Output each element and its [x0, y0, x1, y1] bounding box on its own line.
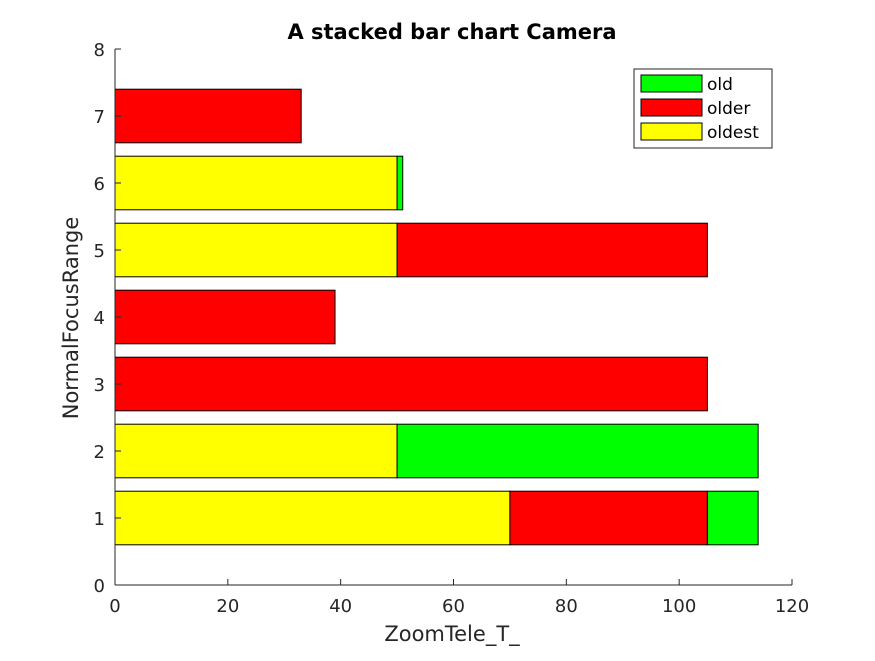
- x-tick-label: 100: [662, 596, 696, 617]
- y-tick-label: 5: [94, 241, 105, 262]
- y-axis-label: NormalFocusRange: [59, 217, 83, 420]
- bar-older-1: [509, 490, 708, 546]
- x-tick-label: 120: [775, 596, 809, 617]
- bar-older-7: [114, 88, 302, 144]
- bar-old-1: [706, 490, 759, 546]
- x-tick-label: 20: [216, 596, 239, 617]
- y-tick-label: 7: [94, 107, 105, 128]
- chart-title: A stacked bar chart Camera: [287, 20, 616, 44]
- y-tick-label: 8: [94, 40, 105, 61]
- legend-swatch-old: [640, 74, 703, 93]
- bar-older-3: [114, 356, 708, 412]
- x-tick-label: 0: [109, 596, 120, 617]
- y-tick-label: 6: [94, 174, 105, 195]
- bars-layer: [114, 88, 759, 546]
- x-tick-label: 60: [442, 596, 465, 617]
- bar-older-4: [114, 289, 336, 345]
- bar-oldest-2: [114, 423, 398, 479]
- y-tick-label: 0: [94, 576, 105, 597]
- bar-oldest-6: [114, 155, 398, 211]
- x-axis-label: ZoomTele_T_: [384, 622, 520, 647]
- legend-label-older: older: [707, 99, 750, 119]
- bar-oldest-1: [114, 490, 511, 546]
- legend: old older oldest: [633, 68, 773, 149]
- bar-old-6: [396, 155, 404, 211]
- legend-swatch-older: [640, 98, 703, 117]
- bar-old-2: [396, 423, 759, 479]
- axes-layer: 0 20 40 60 80 100 120 0 1 2 3 4 5 6 7 8: [94, 40, 810, 617]
- y-tick-label: 3: [94, 375, 105, 396]
- x-tick-label: 80: [555, 596, 578, 617]
- legend-swatch-oldest: [640, 122, 703, 141]
- y-tick-label: 4: [94, 308, 105, 329]
- y-tick-label: 1: [94, 509, 105, 530]
- legend-label-oldest: oldest: [707, 123, 759, 143]
- bar-oldest-5: [114, 222, 398, 278]
- x-tick-label: 40: [329, 596, 352, 617]
- bar-older-5: [396, 222, 708, 278]
- y-tick-label: 2: [94, 442, 105, 463]
- legend-label-old: old: [707, 75, 733, 95]
